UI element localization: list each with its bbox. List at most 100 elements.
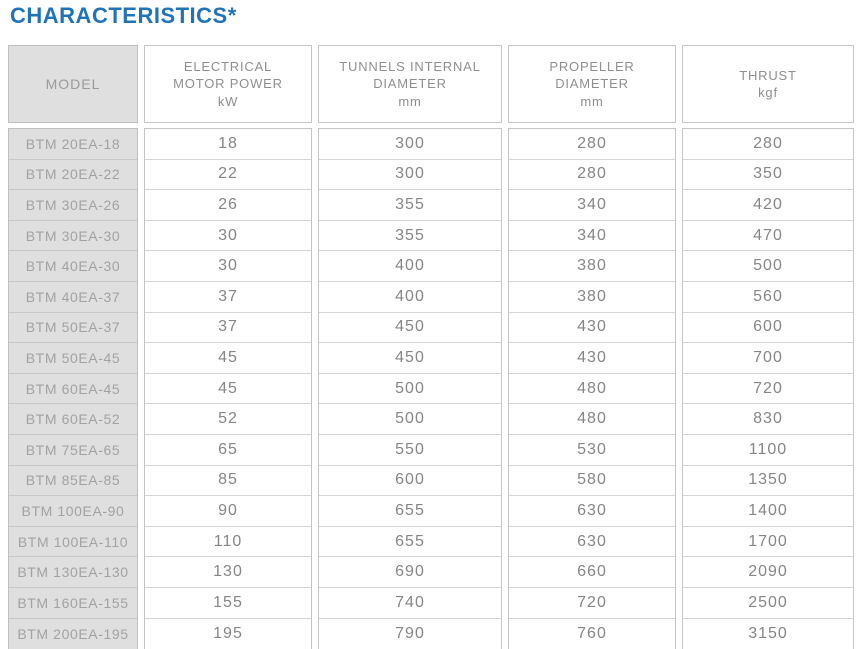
model-cell: BTM 160EA-155 <box>9 588 137 619</box>
data-cell: 630 <box>509 496 675 527</box>
data-cell: 830 <box>683 404 853 435</box>
column-body-model: BTM 20EA-18 BTM 20EA-22 BTM 30EA-26 BTM 30E… <box>8 128 138 649</box>
column-body-tunnel: 300 300 355 355 400 400 450 450 500 500 550 600 655 6… <box>318 128 502 649</box>
column-header-power: ELECTRICAL MOTOR POWER kW <box>144 45 312 123</box>
data-cell: 500 <box>319 404 501 435</box>
data-cell: 2090 <box>683 557 853 588</box>
column-header-unit: kW <box>217 93 239 109</box>
data-cell: 65 <box>145 435 311 466</box>
data-cell: 380 <box>509 251 675 282</box>
data-cell: 26 <box>145 190 311 221</box>
model-cell: BTM 30EA-26 <box>9 190 137 221</box>
data-cell: 690 <box>319 557 501 588</box>
data-cell: 500 <box>683 251 853 282</box>
model-cell: BTM 50EA-37 <box>9 313 137 344</box>
column-header-unit: kgf <box>758 85 778 100</box>
data-cell: 2500 <box>683 588 853 619</box>
data-cell: 660 <box>509 557 675 588</box>
data-cell: 470 <box>683 221 853 252</box>
table-column-prop: PROPELLER DIAMETER mm 280 280 340 340 380 380 430… <box>508 45 676 649</box>
column-header-line: TUNNELS INTERNAL <box>339 59 481 75</box>
data-cell: 500 <box>319 374 501 405</box>
data-cell: 340 <box>509 190 675 221</box>
column-header-prop: PROPELLER DIAMETER mm <box>508 45 676 123</box>
data-cell: 22 <box>145 160 311 191</box>
data-cell: 1400 <box>683 496 853 527</box>
data-cell: 480 <box>509 404 675 435</box>
data-cell: 30 <box>145 221 311 252</box>
column-header-line: THRUST <box>739 67 797 83</box>
table-column-model: MODEL BTM 20EA-18 BTM 20EA-22 BTM 30EA-26 BT… <box>8 45 138 649</box>
column-header-unit: mm <box>580 93 604 109</box>
model-cell: BTM 50EA-45 <box>9 343 137 374</box>
data-cell: 720 <box>683 374 853 405</box>
data-cell: 580 <box>509 466 675 497</box>
column-header-thrust: THRUST kgf <box>682 45 854 123</box>
data-cell: 1350 <box>683 466 853 497</box>
data-cell: 18 <box>145 129 311 160</box>
model-cell: BTM 60EA-52 <box>9 404 137 435</box>
data-cell: 450 <box>319 343 501 374</box>
data-cell: 355 <box>319 221 501 252</box>
table-column-thrust: THRUST kgf 280 350 420 470 500 560 600 700 720 830 1… <box>682 45 854 649</box>
data-cell: 155 <box>145 588 311 619</box>
data-cell: 3150 <box>748 624 788 642</box>
data-cell: 300 <box>319 129 501 160</box>
data-cell: 740 <box>319 588 501 619</box>
data-cell: 37 <box>145 313 311 344</box>
data-cell: 350 <box>683 160 853 191</box>
data-cell: 110 <box>145 527 311 558</box>
model-cell: BTM 30EA-30 <box>9 221 137 252</box>
data-cell: 85 <box>145 466 311 497</box>
data-cell: 450 <box>319 313 501 344</box>
column-header-line: DIAMETER <box>555 76 629 92</box>
data-cell: 52 <box>145 404 311 435</box>
column-header-line: ELECTRICAL <box>183 59 273 75</box>
characteristics-table: MODEL BTM 20EA-18 BTM 20EA-22 BTM 30EA-26 BT… <box>8 45 854 649</box>
data-cell: 530 <box>509 435 675 466</box>
data-cell: 655 <box>319 496 501 527</box>
model-cell: BTM 20EA-18 <box>9 129 137 160</box>
model-cell: BTM 100EA-90 <box>9 496 137 527</box>
model-cell: BTM 75EA-65 <box>9 435 137 466</box>
data-cell: 760 <box>577 624 607 642</box>
data-cell: 300 <box>319 160 501 191</box>
column-header-line: DIAMETER <box>373 76 447 92</box>
model-cell: BTM 40EA-30 <box>9 251 137 282</box>
data-cell: 480 <box>509 374 675 405</box>
page-title: CHARACTERISTICS* <box>10 3 237 28</box>
data-cell: 90 <box>145 496 311 527</box>
data-cell: 280 <box>683 129 853 160</box>
model-cell: BTM 20EA-22 <box>9 160 137 191</box>
column-header-unit: mm <box>398 93 422 109</box>
data-cell: 400 <box>319 251 501 282</box>
model-cell: BTM 100EA-110 <box>9 527 137 558</box>
data-cell: 600 <box>319 466 501 497</box>
data-cell: 700 <box>683 343 853 374</box>
data-cell: 45 <box>145 374 311 405</box>
data-cell: 195 <box>213 624 243 642</box>
data-cell: 380 <box>509 282 675 313</box>
data-cell: 550 <box>319 435 501 466</box>
column-header-tunnel: TUNNELS INTERNAL DIAMETER mm <box>318 45 502 123</box>
column-header-line: MODEL <box>45 75 101 92</box>
data-cell: 1700 <box>683 527 853 558</box>
data-cell: 355 <box>319 190 501 221</box>
data-cell: 420 <box>683 190 853 221</box>
table-column-tunnel: TUNNELS INTERNAL DIAMETER mm 300 300 355 355 40… <box>318 45 502 649</box>
data-cell: 1100 <box>683 435 853 466</box>
data-cell: 280 <box>509 129 675 160</box>
column-header-line: MOTOR POWER <box>173 76 283 92</box>
data-cell: 45 <box>145 343 311 374</box>
data-cell: 560 <box>683 282 853 313</box>
model-cell: BTM 130EA-130 <box>9 557 137 588</box>
column-header-line: PROPELLER <box>549 59 635 75</box>
data-cell: 790 <box>395 624 425 642</box>
data-cell: 37 <box>145 282 311 313</box>
data-cell: 630 <box>509 527 675 558</box>
data-cell: 130 <box>145 557 311 588</box>
table-column-power: ELECTRICAL MOTOR POWER kW 18 22 26 30 30 37 37 45 4… <box>144 45 312 649</box>
model-cell: BTM 200EA-195 <box>17 625 129 642</box>
data-cell: 340 <box>509 221 675 252</box>
